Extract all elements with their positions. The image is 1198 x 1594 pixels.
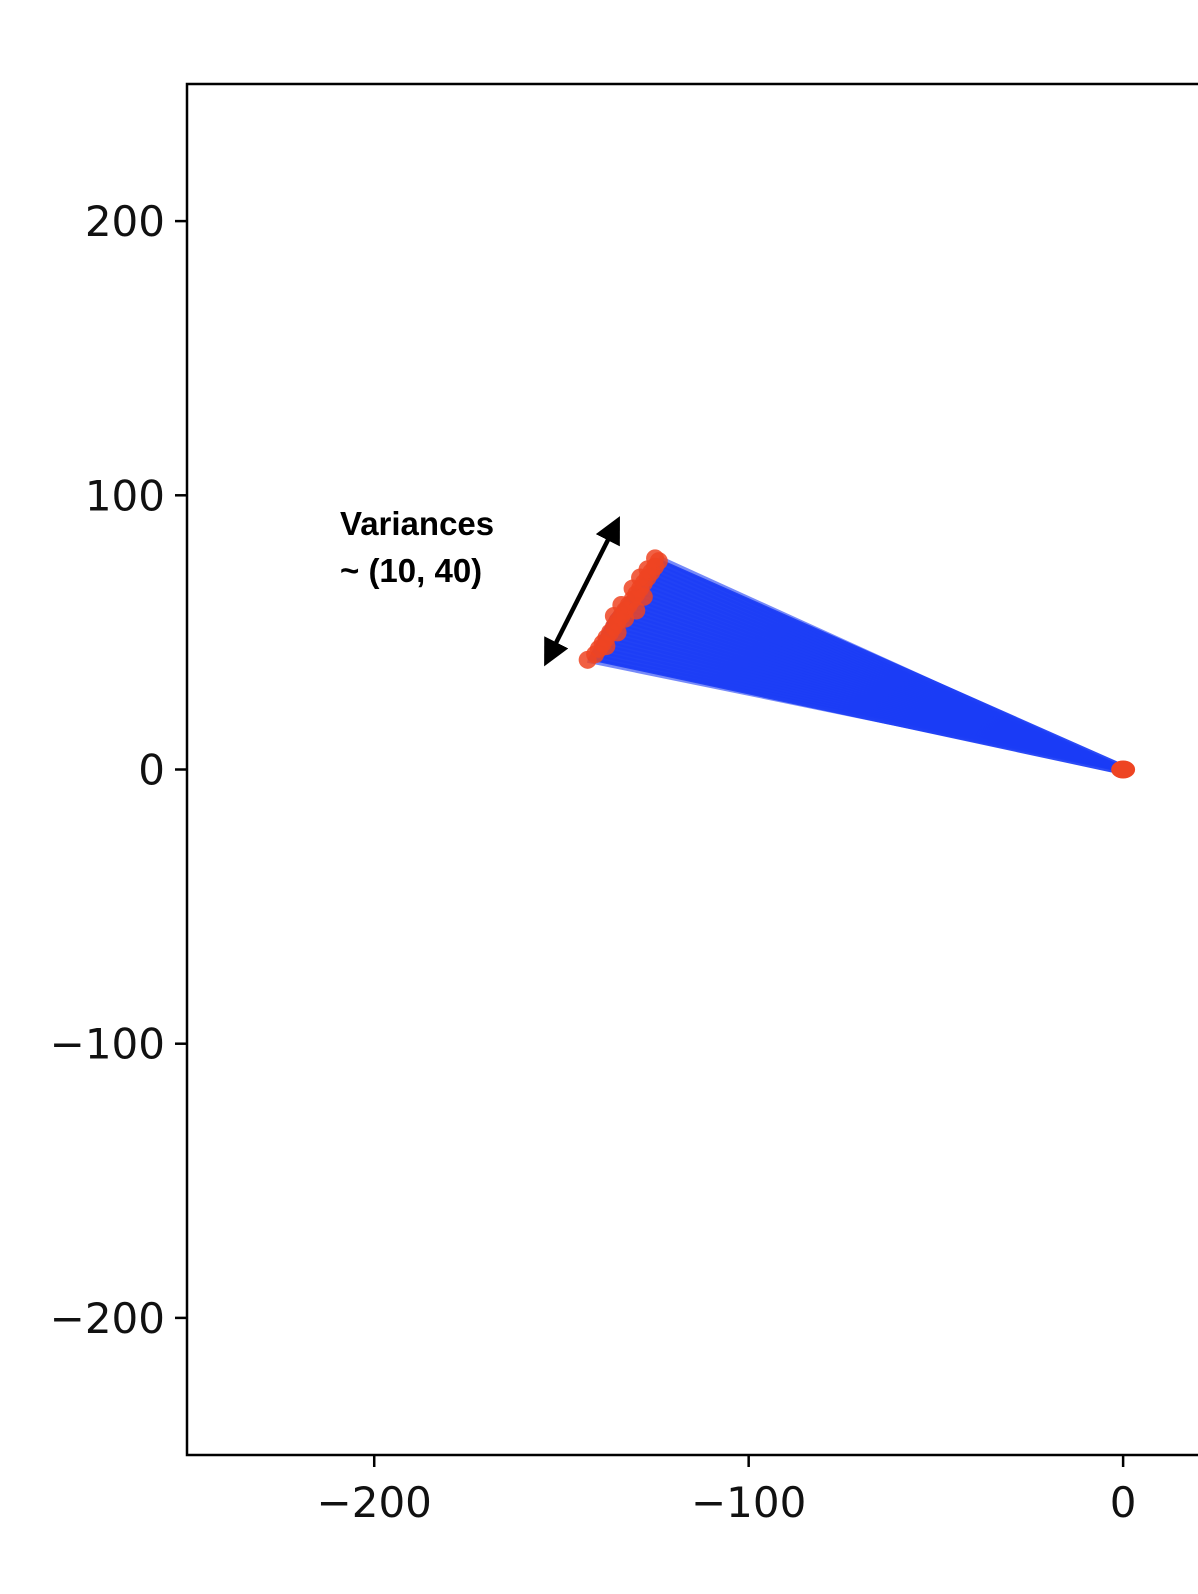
plot-frame [185,82,1198,1457]
fan-lines [587,555,1125,775]
x-tick-label: 0 [1110,1478,1137,1527]
annotation-label-line-1: Variances [340,505,494,542]
y-tick-label: 0 [138,746,165,795]
x-tick-label: −100 [691,1478,806,1527]
variance-arrow [544,516,620,667]
endpoint-marker [634,587,653,606]
endpoint-marker [627,601,646,620]
endpoint-marker [608,623,627,642]
trajectory-band [587,558,1124,775]
annotation-label-line-2: ~ (10, 40) [340,552,482,589]
ticks: −200 −100 0 200 100 0 −100 −200 [50,197,1137,1527]
annotation: Variances ~ (10, 40) [340,505,620,667]
origin-marker [1111,760,1136,779]
y-tick-label: 200 [85,197,165,246]
axes [185,82,1198,1457]
y-tick-label: −100 [50,1020,165,1069]
y-tick-label: −200 [50,1294,165,1343]
x-tick-label: −200 [317,1478,432,1527]
endpoint-marker [638,560,657,579]
y-tick-label: 100 [85,471,165,520]
